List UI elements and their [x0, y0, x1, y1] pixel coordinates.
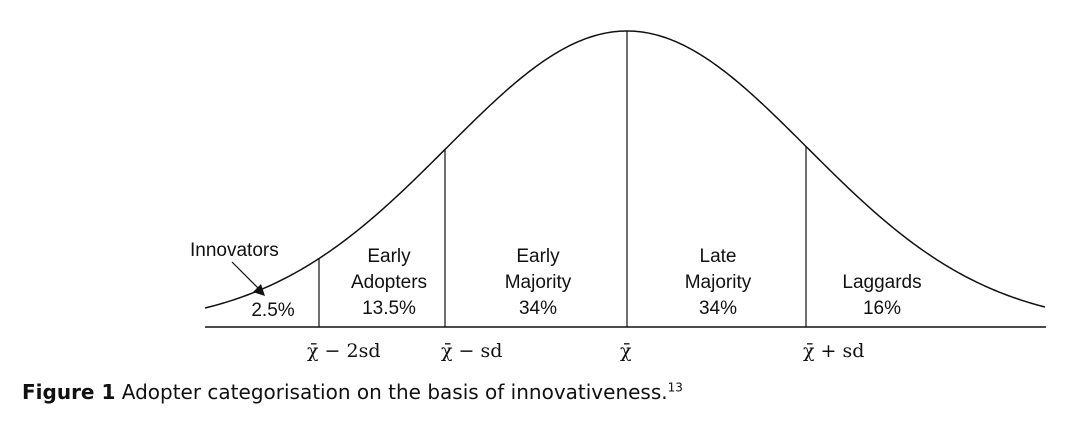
innovators-arrow [231, 261, 263, 293]
late-majority-percent: 34% [699, 298, 737, 319]
figure-caption-text: Adopter categorisation on the basis of i… [121, 380, 668, 404]
innovators-percent: 2.5% [251, 300, 294, 321]
innovators-arrowhead [253, 284, 265, 296]
late-majority-line1: Late [700, 246, 737, 267]
early-majority-line1: Early [516, 246, 560, 267]
figure-reference: 13 [667, 380, 683, 395]
late-majority-line2: Majority [685, 272, 752, 293]
innovators-label: Innovators [190, 240, 279, 261]
laggards-label: Laggards [842, 272, 921, 293]
axis-label-mean-minus-sd: χ̄ − sd [441, 340, 502, 362]
early-adopters-line2: Adopters [351, 272, 427, 293]
early-adopters-percent: 13.5% [362, 298, 416, 319]
figure-label: Figure 1 [22, 380, 116, 404]
early-adopters-line1: Early [367, 246, 411, 267]
axis-label-mean-plus-sd: χ̄ + sd [803, 340, 864, 362]
figure-caption: Figure 1 Adopter categorisation on the b… [22, 380, 683, 404]
early-majority-percent: 34% [519, 298, 557, 319]
axis-label-mean: χ̄ [620, 340, 632, 362]
bell-curve [204, 30, 1046, 309]
laggards-percent: 16% [863, 298, 901, 319]
early-majority-line2: Majority [505, 272, 572, 293]
axis-label-mean-minus-2sd: χ̄ − 2sd [307, 340, 381, 362]
